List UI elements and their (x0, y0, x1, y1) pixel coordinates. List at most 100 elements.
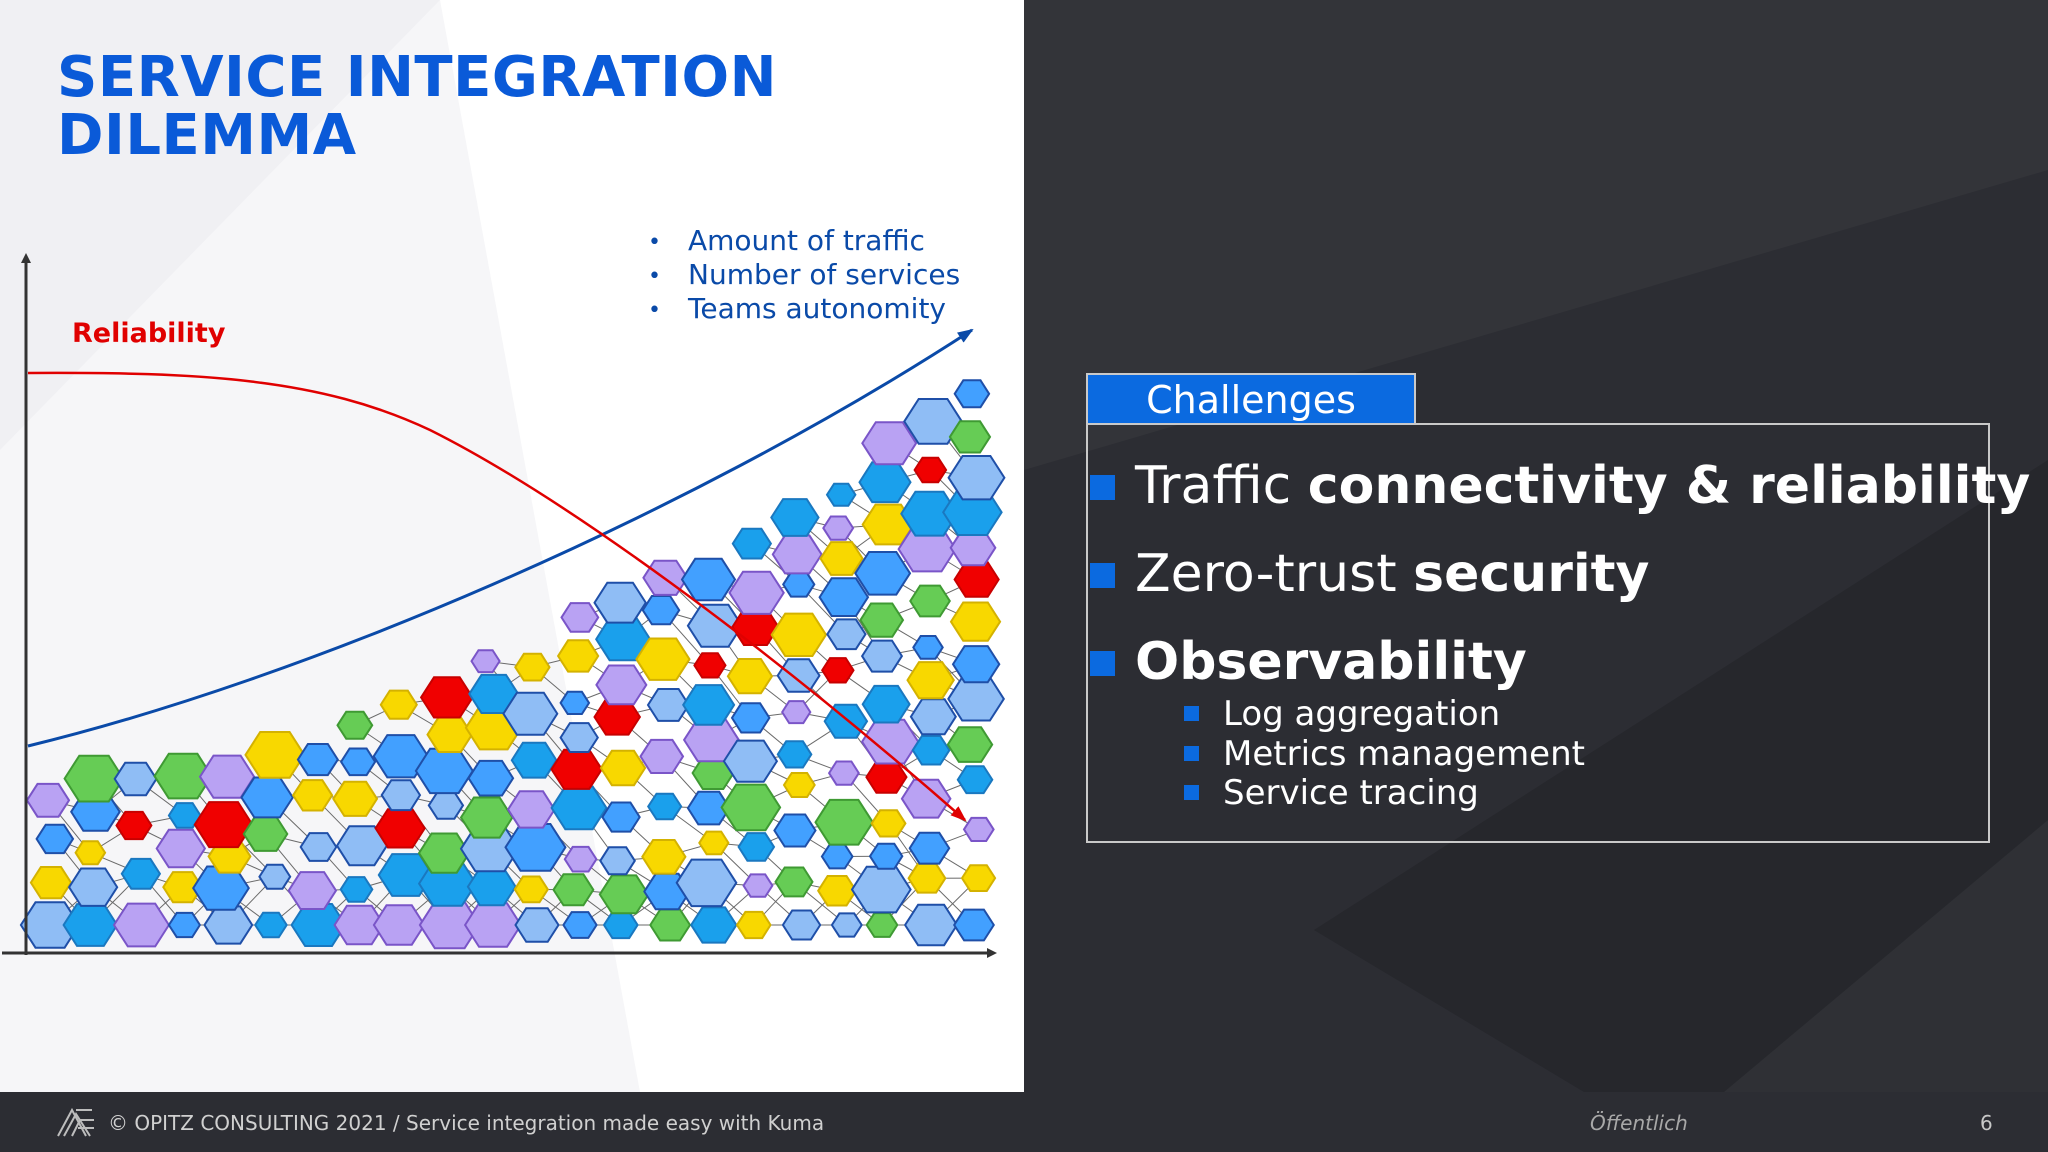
dark-background-panel (1024, 0, 2048, 1092)
service-hexagon (62, 903, 119, 947)
growth-bullet-list: • Amount of traffic • Number of services… (648, 224, 960, 325)
bullet-dot-icon: • (648, 264, 661, 289)
service-hexagon (374, 808, 426, 849)
service-hexagon (25, 782, 71, 818)
service-hexagon (770, 498, 820, 537)
slide-footer: © OPITZ CONSULTING 2021 / Service integr… (0, 1092, 2048, 1152)
service-hexagon (74, 840, 107, 866)
service-hexagon (19, 901, 81, 949)
service-hexagon (162, 871, 204, 904)
service-hexagon (599, 749, 647, 787)
bullet-dot-icon: • (648, 298, 661, 323)
service-hexagon (63, 754, 125, 803)
service-hexagon (459, 796, 514, 839)
service-hexagon (372, 734, 430, 779)
service-hexagon (720, 783, 782, 832)
service-hexagon (858, 461, 912, 504)
service-hexagon (167, 911, 202, 939)
service-hexagon (153, 752, 213, 800)
service-hexagon (67, 867, 119, 907)
slide-content-panel: SERVICE INTEGRATION DILEMMA Reliability … (0, 0, 1024, 1092)
challenge-item-observability: Observability (1090, 636, 1527, 688)
service-hexagon (514, 652, 551, 682)
service-hexagon (332, 780, 379, 817)
service-hexagon (560, 602, 600, 633)
service-hexagon (550, 785, 608, 831)
sub-item-label: Log aggregation (1223, 694, 1501, 734)
service-hexagon (296, 743, 339, 777)
service-hexagon (203, 905, 254, 945)
service-hexagon (865, 912, 899, 938)
service-hexagon (865, 760, 908, 794)
service-hexagon (953, 561, 1000, 598)
service-hexagon (601, 801, 641, 833)
service-hexagon (825, 482, 857, 507)
service-hexagon (782, 571, 816, 598)
service-hexagon (861, 421, 918, 466)
service-hexagon (731, 527, 773, 560)
service-hexagon (909, 584, 951, 618)
footer-copyright: © OPITZ CONSULTING 2021 / Service integr… (108, 1111, 825, 1135)
service-hexagon (781, 700, 812, 725)
service-hexagon (946, 726, 994, 763)
service-hexagon (602, 910, 639, 940)
service-hexagon (907, 862, 947, 894)
service-hexagon (35, 823, 75, 855)
service-hexagon (112, 902, 171, 948)
service-hexagon (819, 541, 864, 576)
service-hexagon (737, 832, 776, 862)
service-hexagon (686, 790, 731, 826)
service-hexagon (818, 577, 870, 617)
service-hexagon (333, 904, 386, 946)
service-hexagon (299, 832, 338, 862)
service-hexagon (599, 846, 636, 876)
service-hexagon (909, 698, 957, 736)
service-hexagon (641, 839, 687, 875)
background-triangles (1024, 0, 2048, 1092)
service-hexagon (559, 690, 591, 715)
sub-item-log-aggregation: Log aggregation (1184, 697, 1500, 731)
service-hexagon (379, 689, 418, 720)
service-growth-diagram: Reliability • Amount of traffic • Number… (2, 224, 1006, 958)
service-hexagon (773, 813, 817, 848)
challenge-item-connectivity: Traffic connectivity & reliability (1090, 460, 2030, 512)
service-hexagon (822, 515, 855, 541)
slide-title-line-2: DILEMMA (57, 103, 357, 168)
challenge-item-security: Zero-trust security (1090, 548, 1649, 600)
service-hexagon (870, 809, 907, 838)
growth-arrow (27, 328, 974, 748)
sub-item-label: Metrics management (1223, 734, 1585, 774)
service-hexagon (556, 639, 600, 673)
service-hexagon (859, 602, 905, 638)
service-hexagon (244, 731, 306, 779)
service-hexagon (680, 557, 737, 602)
service-hexagon (380, 779, 422, 812)
service-hexagon (647, 792, 683, 821)
service-hexagon (771, 534, 823, 575)
service-hexagon (427, 791, 465, 820)
service-hexagon (953, 379, 991, 409)
service-hexagon (949, 601, 1002, 642)
challenges-header-tab: Challenges (1086, 373, 1416, 423)
reliability-curve (27, 371, 967, 822)
service-hexagon (903, 398, 963, 445)
footer-classification: Öffentlich (1590, 1111, 1688, 1135)
service-hexagon (774, 866, 814, 898)
service-hexagon (728, 570, 785, 615)
challenges-box (1086, 423, 1990, 843)
sub-item-label: Service tracing (1223, 773, 1479, 813)
service-hexagon (635, 637, 691, 681)
service-hexagon (912, 635, 944, 660)
sub-item-metrics-management: Metrics management (1184, 737, 1585, 771)
bullet-dot-icon: • (648, 230, 661, 255)
growth-bullet-traffic: Amount of traffic (688, 224, 925, 257)
service-hexagon (908, 831, 951, 865)
service-hexagon (900, 490, 959, 537)
service-hexagon (254, 911, 288, 939)
service-hexagon (826, 618, 867, 651)
challenge-normal-text: Traffic (1135, 456, 1308, 516)
service-hexagon (956, 765, 994, 795)
service-hexagon (646, 688, 690, 722)
service-hexagon (513, 875, 549, 904)
service-hexagon (776, 658, 821, 693)
